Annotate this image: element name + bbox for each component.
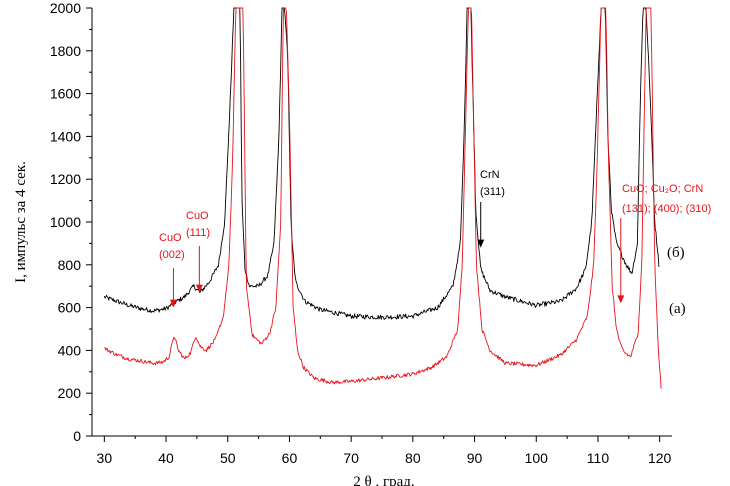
y-tick-label: 1000 [50,214,81,230]
y-tick-label: 2000 [50,0,81,16]
x-tick-label: 90 [467,450,483,466]
x-tick-label: 40 [158,450,174,466]
annotation-label: CrN [480,169,500,181]
x-tick-label: 110 [587,450,610,466]
x-tick-label: 100 [525,450,549,466]
x-tick-label: 120 [648,450,672,466]
annotation-label: (111) [186,227,210,239]
x-tick-label: 60 [282,450,298,466]
annotations: CuO (002) CuO (111) CrN (311) CuO; Cu₂O;… [159,169,711,308]
y-tick-label: 200 [58,385,82,401]
series-line-a [104,7,662,389]
annotation-label: (131); (400); (310) [622,203,711,215]
annotation-label: (311) [480,186,505,198]
y-tick-label: 0 [73,428,81,444]
curve-label-b: (б) [667,245,685,261]
annotation-label: CuO [186,210,209,222]
x-tick-label: 80 [405,450,421,466]
y-axis-title: I, импульс за 4 сек. [13,161,29,283]
annotation-arrow [169,268,177,308]
x-tick-label: 70 [343,450,359,466]
x-tick-label: 50 [220,450,236,466]
y-tick-label: 1800 [50,43,81,59]
annotation-arrows [169,202,625,308]
annotation-cuo-111: CuO (111) [186,210,210,239]
y-tick-label: 1600 [50,86,81,102]
annotation-label: CuO; Cu₂O; CrN [622,183,703,195]
x-tick-label: 30 [97,450,113,466]
x-axis-title: 2 θ , град. [353,474,414,486]
annotation-mixed: CuO; Cu₂O; CrN (131); (400); (310) [622,183,711,215]
y-axis-ticks: 0 200 400 600 800 1000 1200 1400 1600 1800 2000 [50,0,92,444]
annotation-cuo-002: CuO (002) [159,232,185,261]
annotation-arrow [195,246,203,293]
annotation-arrow [617,218,625,304]
y-tick-label: 1200 [50,171,81,187]
annotation-arrow [477,202,485,248]
y-tick-label: 800 [58,257,82,273]
series-line-b [103,7,660,320]
y-tick-label: 1400 [50,128,81,144]
annotation-label: CuO [159,232,182,244]
plot-area [103,7,662,389]
annotation-crn-311: CrN (311) [480,169,505,198]
y-tick-label: 400 [58,342,82,358]
annotation-label: (002) [159,249,185,261]
y-tick-label: 600 [58,300,82,316]
curve-label-a: (а) [669,301,686,317]
x-axis-ticks: 30 40 50 60 70 80 90 100 110 120 [97,436,672,466]
